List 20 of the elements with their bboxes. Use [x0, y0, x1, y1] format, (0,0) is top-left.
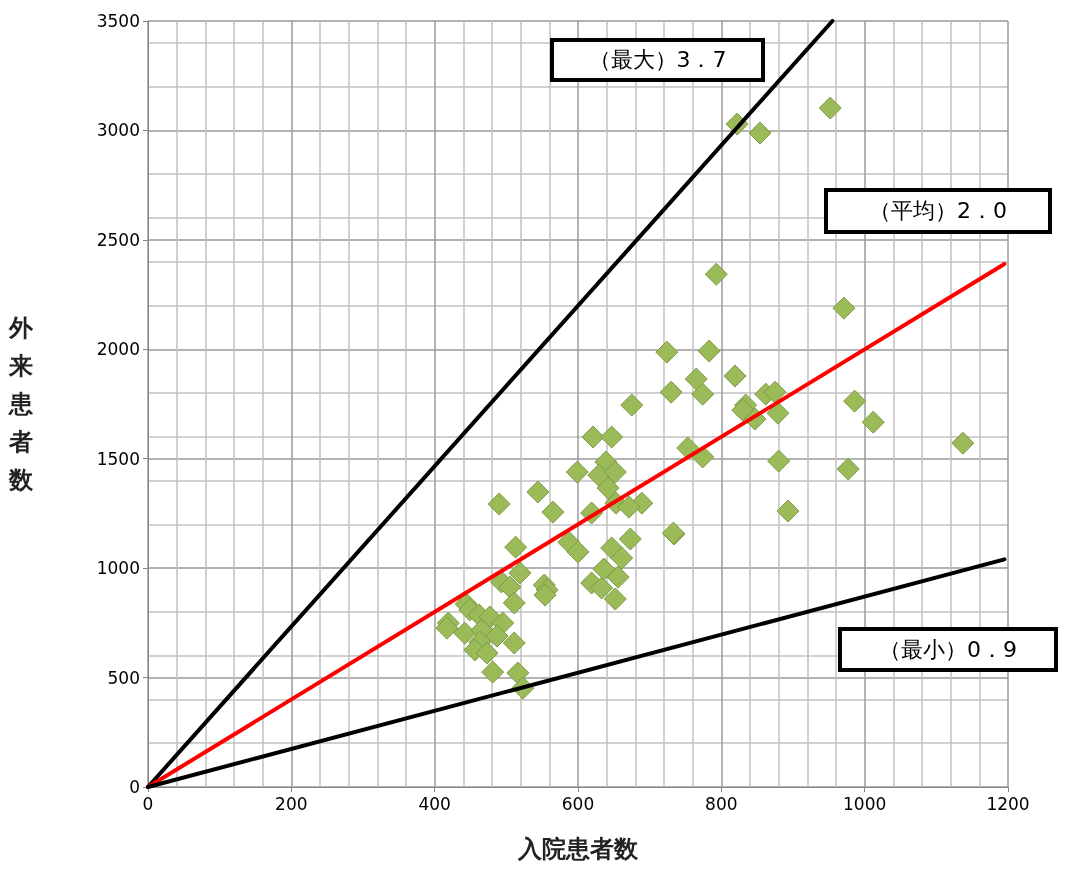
- x-tick-label: 0: [142, 793, 154, 814]
- y-tick-label: 1500: [96, 448, 140, 469]
- annotation: （平均）2．0: [869, 197, 1007, 225]
- y-tick-label: 0: [129, 777, 140, 797]
- y-tick-label: 2000: [96, 339, 140, 360]
- y-tick-label: 3000: [96, 120, 140, 141]
- y-tick-label: 1000: [96, 558, 140, 579]
- x-tick-label: 800: [705, 793, 738, 814]
- y-tick-label: 2500: [96, 229, 140, 250]
- x-axis-title: 入院患者数: [517, 835, 639, 863]
- x-tick-label: 1200: [986, 793, 1030, 814]
- y-tick-label: 3500: [96, 11, 140, 31]
- annotation: （最小）0．9: [879, 635, 1017, 664]
- y-axis-title: 外来患者数: [8, 314, 34, 494]
- y-tick-label: 500: [107, 667, 140, 688]
- annotation: （最大）3．7: [588, 46, 727, 74]
- x-tick-label: 400: [418, 793, 451, 814]
- x-tick-label: 200: [275, 793, 308, 814]
- x-tick-label: 600: [561, 793, 595, 814]
- x-tick-label: 1000: [843, 793, 887, 814]
